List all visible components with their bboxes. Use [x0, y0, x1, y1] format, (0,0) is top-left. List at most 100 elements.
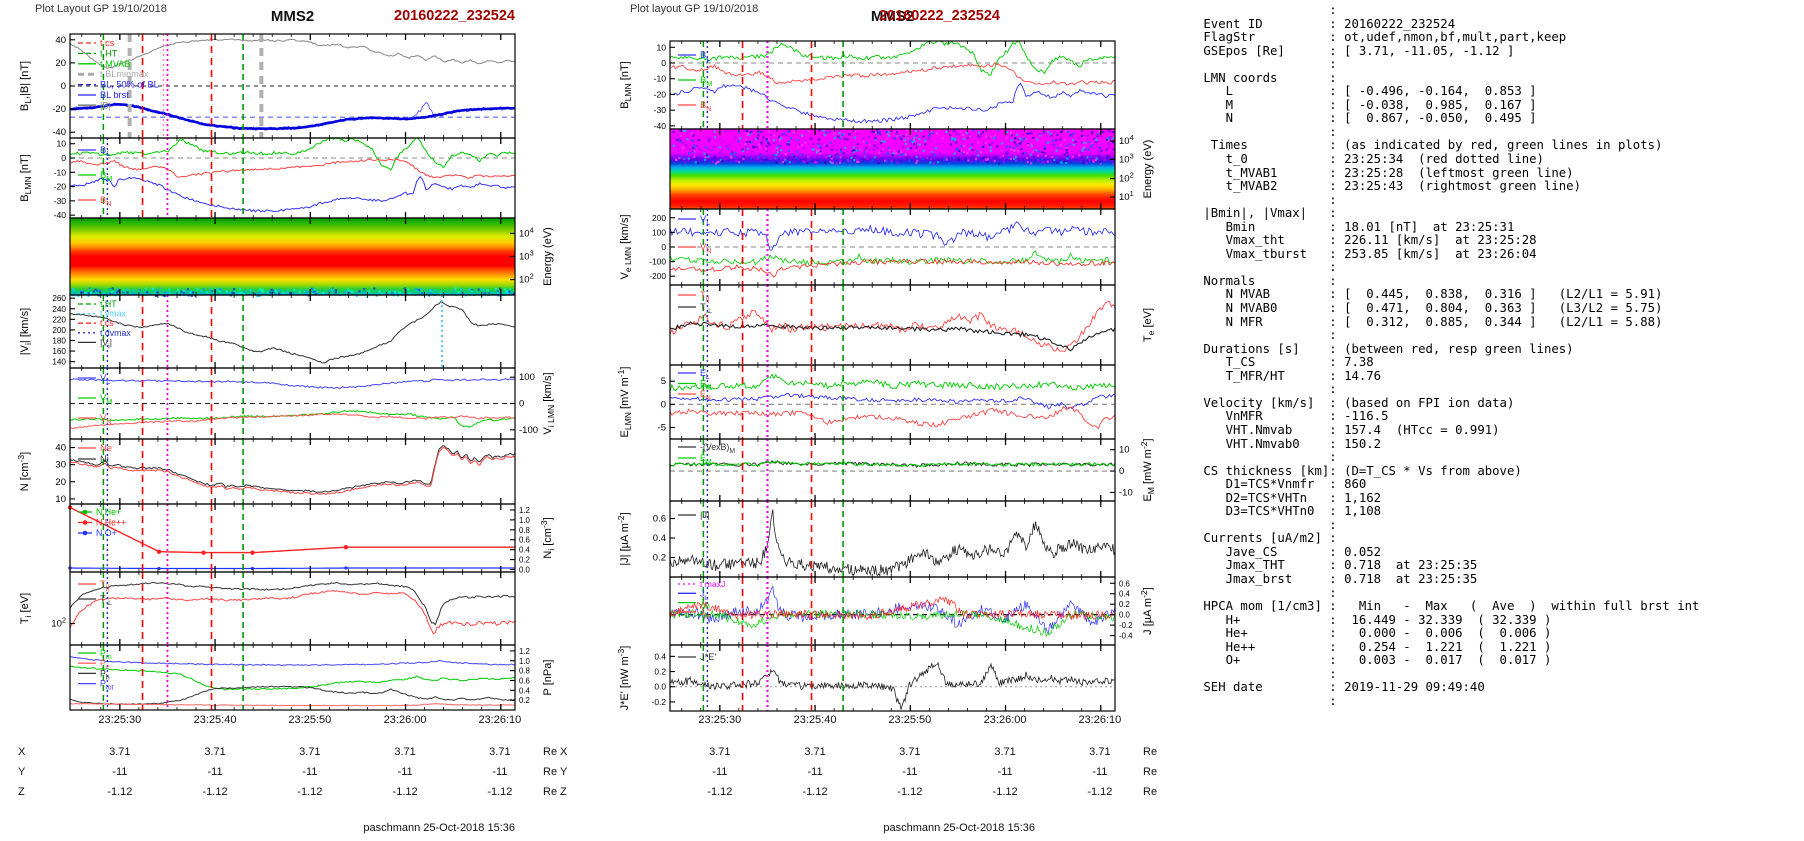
svg-text:-30: -30 — [654, 105, 667, 115]
ephemeris-value: -11 — [207, 766, 223, 778]
svg-text:BM: BM — [700, 75, 712, 88]
svg-text:VL: VL — [100, 373, 110, 386]
spacecraft-title: MMS2 — [870, 8, 915, 25]
ephemeris-value: 3.71 — [109, 746, 131, 758]
svg-text:|J| [µA m-2]: |J| [µA m-2] — [616, 512, 631, 565]
svg-text:VN: VN — [100, 413, 111, 426]
svg-text:EM [mW m-2]: EM [mW m-2] — [1139, 438, 1156, 501]
svg-text:1.0: 1.0 — [519, 657, 531, 666]
svg-text:Energy (eV): Energy (eV) — [1142, 140, 1154, 199]
svg-text:BL,|B| [nT]: BL,|B| [nT] — [19, 61, 33, 111]
svg-text:102: 102 — [1119, 171, 1134, 185]
ephemeris-row-label: Z — [18, 786, 25, 798]
svg-text:0.4: 0.4 — [519, 686, 531, 695]
ephemeris-value: -11 — [997, 766, 1013, 778]
ephemeris-row-label: X — [560, 746, 568, 758]
svg-text:-0.2: -0.2 — [652, 697, 667, 707]
svg-text:-10: -10 — [1119, 487, 1133, 498]
time-tick-label: 23:25:50 — [888, 714, 932, 726]
svg-text:t HT: t HT — [100, 48, 118, 58]
event-info-text: : Event ID : 20160222_232524 FlagStr : o… — [1203, 3, 1700, 708]
svg-text:220: 220 — [52, 315, 66, 324]
svg-text:t vmax: t vmax — [100, 309, 127, 319]
svg-text:N He+: N He+ — [96, 507, 121, 517]
ephemeris-value: 3.71 — [804, 746, 826, 758]
ephemeris-value: -1.12 — [392, 786, 418, 798]
ephemeris-value: -11 — [902, 766, 918, 778]
svg-text:EM: EM — [700, 453, 712, 466]
svg-text:180: 180 — [52, 336, 66, 345]
svg-text:Ve LMN [km/s]: Ve LMN [km/s] — [619, 215, 633, 280]
svg-text:0: 0 — [661, 58, 666, 68]
time-tick-label: 23:25:40 — [793, 714, 837, 726]
svg-text:260: 260 — [52, 294, 66, 303]
svg-text:1.2: 1.2 — [519, 506, 530, 515]
svg-text:-(VexB)M: -(VexB)M — [700, 442, 735, 455]
svg-text:0.2: 0.2 — [519, 556, 530, 565]
svg-text:t cs: t cs — [100, 318, 114, 328]
svg-text:N O+: N O+ — [96, 528, 117, 538]
svg-text:0.4: 0.4 — [654, 651, 666, 661]
svg-text:Pe: Pe — [100, 658, 110, 671]
svg-text:102: 102 — [51, 616, 66, 630]
svg-text:0.6: 0.6 — [519, 676, 530, 685]
svg-text:104: 104 — [519, 225, 534, 239]
ephemeris-value: -1.12 — [1087, 786, 1113, 798]
svg-text:10: 10 — [656, 42, 666, 52]
svg-text:0: 0 — [661, 242, 666, 252]
ephemeris-unit: Re — [543, 766, 558, 778]
svg-text:0.8: 0.8 — [519, 526, 530, 535]
svg-text:-20: -20 — [52, 104, 66, 115]
time-tick-label: 23:26:10 — [478, 714, 522, 726]
svg-text:Ph: Ph — [100, 668, 110, 681]
svg-text:T||: T|| — [100, 579, 110, 592]
svg-text:103: 103 — [1119, 151, 1134, 165]
ephemeris-value: 3.71 — [1089, 746, 1111, 758]
ephemeris-unit: Re — [1143, 786, 1158, 798]
svg-text:Te [eV]: Te [eV] — [1142, 308, 1156, 342]
ephemeris-value: -11 — [397, 766, 413, 778]
svg-text:t dvmax: t dvmax — [100, 328, 131, 338]
credit-line: paschmann 25-Oct-2018 15:36 — [883, 822, 1035, 834]
svg-text:EL: EL — [700, 368, 710, 381]
svg-text:VL: VL — [700, 214, 710, 227]
svg-text:160: 160 — [52, 347, 66, 356]
ephemeris-value: -11 — [807, 766, 823, 778]
svg-text:0.2: 0.2 — [1119, 600, 1130, 609]
ephemeris-unit: Re — [1143, 746, 1158, 758]
svg-text:VN: VN — [700, 242, 711, 255]
svg-text:0.4: 0.4 — [519, 546, 531, 555]
svg-text:N [cm-3]: N [cm-3] — [16, 452, 31, 491]
ephemeris-row-label: Y — [560, 766, 568, 778]
plot-layout-label: Plot layout GP 19/10/2018 — [630, 3, 759, 15]
svg-text:0.6: 0.6 — [519, 536, 530, 545]
ephemeris-value: 3.71 — [394, 746, 416, 758]
svg-text:Vi LMN [km/s]: Vi LMN [km/s] — [542, 372, 556, 434]
ephemeris-row-label: Z — [560, 786, 567, 798]
svg-text:200: 200 — [52, 326, 66, 335]
time-tick-label: 23:25:40 — [193, 714, 237, 726]
ephemeris-value: -1.12 — [707, 786, 733, 798]
svg-text:JN: JN — [700, 607, 709, 620]
svg-text:Energy (eV): Energy (eV) — [542, 227, 554, 286]
svg-text:0.0: 0.0 — [1119, 611, 1131, 620]
ephemeris-unit: Re — [1143, 766, 1158, 778]
time-tick-label: 23:25:30 — [98, 714, 142, 726]
svg-text:T⊥: T⊥ — [100, 594, 112, 607]
svg-text:0: 0 — [61, 153, 66, 163]
ephemeris-value: -1.12 — [897, 786, 923, 798]
ephemeris-value: -1.12 — [992, 786, 1018, 798]
svg-text:102: 102 — [519, 272, 534, 286]
ephemeris-value: -1.12 — [487, 786, 513, 798]
svg-text:1.2: 1.2 — [519, 647, 530, 656]
svg-text:Pm: Pm — [100, 648, 112, 661]
svg-text:0: 0 — [61, 81, 66, 92]
svg-text:200: 200 — [652, 213, 666, 223]
svg-text:40: 40 — [55, 35, 66, 46]
svg-text:0.0: 0.0 — [654, 682, 666, 692]
svg-text:BL, 50% of BL: BL, 50% of BL — [100, 80, 159, 90]
event-info-panel: : Event ID : 20160222_232524 FlagStr : o… — [1196, 3, 1700, 708]
svg-text:0.2: 0.2 — [653, 553, 666, 564]
